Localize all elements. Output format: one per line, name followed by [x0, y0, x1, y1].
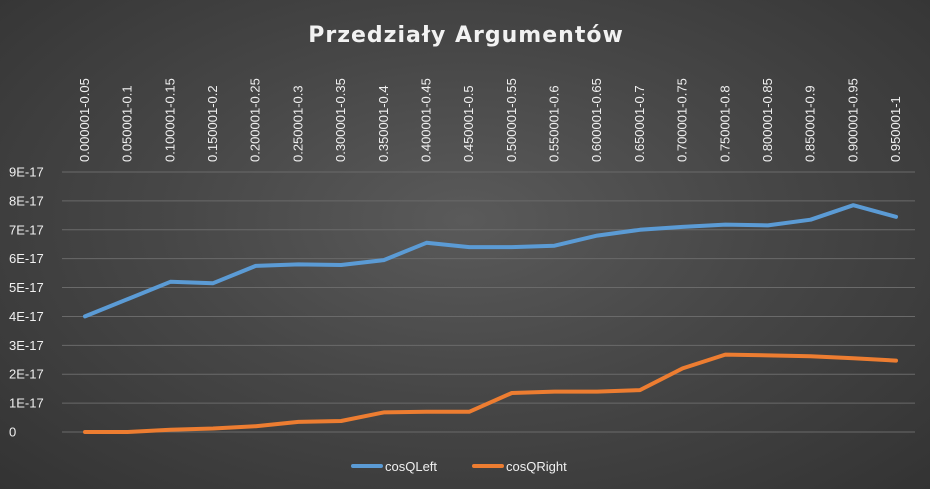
legend-label-cosQRight: cosQRight: [506, 459, 567, 474]
x-category-label: 0.300001-0.35: [333, 78, 348, 162]
y-tick-label: 2E-17: [9, 367, 44, 382]
y-tick-label: 6E-17: [9, 251, 44, 266]
x-category-label: 0.450001-0.5: [461, 85, 476, 162]
x-category-label: 0.550001-0.6: [547, 85, 562, 162]
x-category-label: 0.250001-0.3: [290, 85, 305, 162]
legend: cosQLeft cosQRight: [351, 459, 567, 474]
y-tick-label: 1E-17: [9, 396, 44, 411]
x-category-label: 0.950001-1: [888, 96, 903, 162]
x-category-label: 0.350001-0.4: [376, 85, 391, 162]
x-category-label: 0.850001-0.9: [803, 85, 818, 162]
chart-title: Przedziały Argumentów: [308, 23, 624, 48]
x-category-label: 0.600001-0.65: [589, 78, 604, 162]
series-lines: [83, 203, 898, 434]
series-line-cosQRight: [83, 352, 898, 434]
y-tick-label: 4E-17: [9, 309, 44, 324]
x-category-label: 0.400001-0.45: [418, 78, 433, 162]
x-category-label: 0.000001-0.05: [77, 78, 92, 162]
x-category-label: 0.650001-0.7: [632, 85, 647, 162]
gridlines: [62, 171, 915, 433]
y-tick-label: 5E-17: [9, 280, 44, 295]
legend-label-cosQLeft: cosQLeft: [385, 459, 437, 474]
y-tick-label: 8E-17: [9, 193, 44, 208]
x-category-label: 0.750001-0.8: [717, 85, 732, 162]
x-category-label: 0.200001-0.25: [248, 78, 263, 162]
x-category-label: 0.900001-0.95: [845, 78, 860, 162]
x-axis-categories: 0.000001-0.05 0.050001-0.1 0.100001-0.15 0.…: [77, 78, 903, 162]
y-tick-label: 9E-17: [9, 165, 44, 180]
y-tick-label: 7E-17: [9, 222, 44, 237]
x-category-label: 0.700001-0.75: [675, 78, 690, 162]
x-category-label: 0.500001-0.55: [504, 78, 519, 162]
series-line-cosQLeft: [83, 203, 898, 319]
x-category-label: 0.800001-0.85: [760, 78, 775, 162]
x-category-label: 0.150001-0.2: [205, 85, 220, 162]
x-category-label: 0.050001-0.1: [120, 85, 135, 162]
y-tick-label: 3E-17: [9, 338, 44, 353]
x-category-label: 0.100001-0.15: [162, 78, 177, 162]
y-axis-ticks: 0 1E-17 2E-17 3E-17 4E-17 5E-17 6E-17 7E-17 8E-1…: [9, 165, 44, 440]
y-tick-label: 0: [9, 425, 16, 440]
